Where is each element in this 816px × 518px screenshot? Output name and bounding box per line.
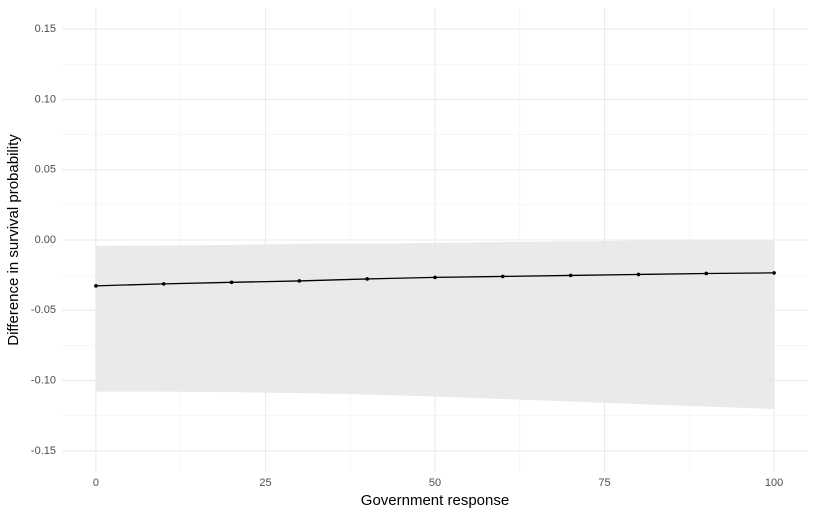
point xyxy=(772,271,776,275)
y-tick-label: 0.05 xyxy=(35,164,56,176)
y-tick-label: 0.10 xyxy=(35,93,56,105)
point xyxy=(704,271,709,276)
x-tick-label: 0 xyxy=(93,477,99,489)
confidence-band xyxy=(95,240,775,410)
point xyxy=(501,274,505,279)
point xyxy=(297,279,302,283)
y-axis-title: Difference in survival probability xyxy=(5,134,22,346)
point xyxy=(229,280,234,285)
x-tick-label: 50 xyxy=(429,477,441,489)
x-tick-label: 25 xyxy=(259,477,271,489)
point xyxy=(433,275,437,280)
x-tick-label: 100 xyxy=(765,477,783,489)
y-tick-label: 0.15 xyxy=(35,23,56,35)
marks xyxy=(94,240,776,410)
point xyxy=(636,272,641,277)
point xyxy=(161,282,166,286)
x-tick-label: 75 xyxy=(598,477,610,489)
y-tick-label: -0.10 xyxy=(31,375,56,387)
y-tick-label: -0.15 xyxy=(31,445,56,457)
y-tick-label: -0.05 xyxy=(31,304,56,316)
point xyxy=(568,273,573,278)
y-tick-label: 0.00 xyxy=(35,234,56,246)
point xyxy=(365,277,369,281)
point xyxy=(94,284,98,288)
x-axis-title: Government response xyxy=(361,492,509,509)
